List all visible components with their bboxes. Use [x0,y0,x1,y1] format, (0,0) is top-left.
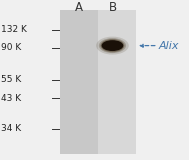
Text: 132 K: 132 K [1,25,27,34]
Text: B: B [109,1,117,14]
Text: A: A [75,1,83,14]
Ellipse shape [96,37,129,55]
Text: 55 K: 55 K [1,76,21,84]
Ellipse shape [99,38,126,53]
Bar [60,10,98,154]
Ellipse shape [101,39,124,52]
Text: 90 K: 90 K [1,44,21,52]
Bar [60,10,136,154]
Text: Alix: Alix [159,41,179,51]
Bar [98,10,136,154]
Text: 34 K: 34 K [1,124,21,133]
Text: 43 K: 43 K [1,94,21,103]
Ellipse shape [102,40,123,51]
